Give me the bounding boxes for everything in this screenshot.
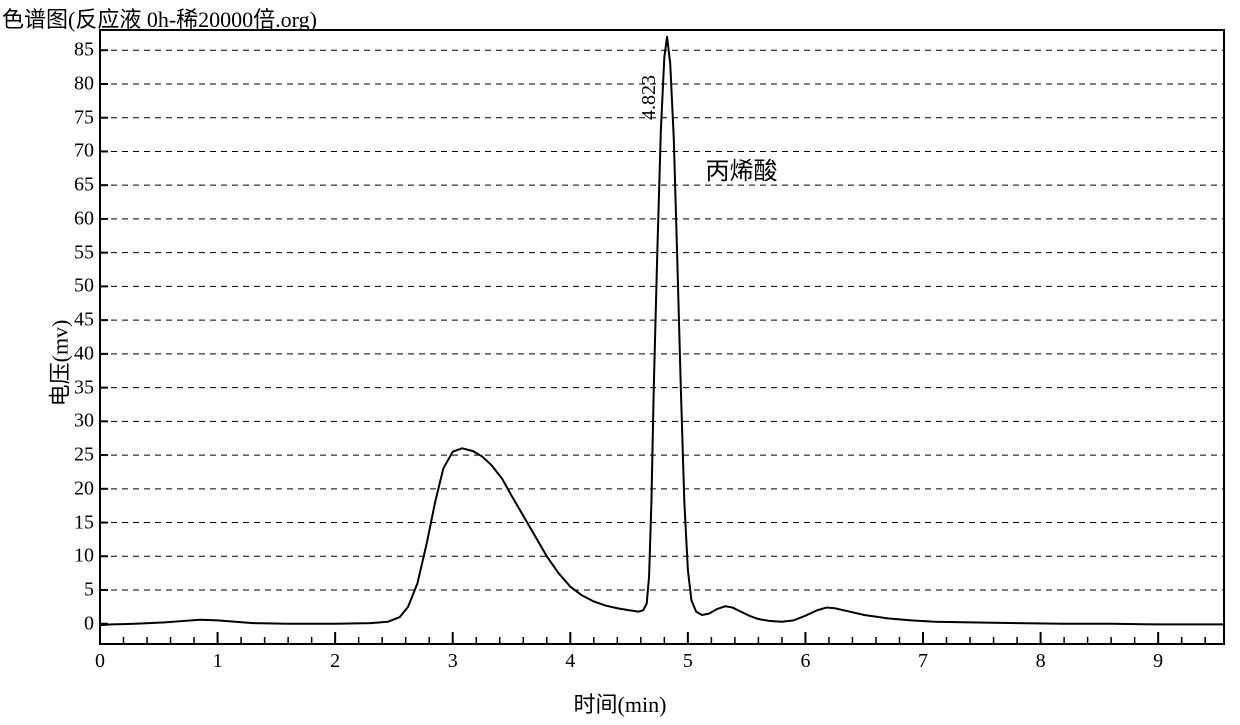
xtick-label: 8	[1036, 650, 1046, 673]
ytick-label: 75	[74, 106, 94, 129]
ytick-label: 5	[84, 579, 94, 602]
xtick-label: 2	[330, 650, 340, 673]
ytick-label: 40	[74, 342, 94, 365]
ytick-label: 50	[74, 275, 94, 298]
xtick-label: 9	[1153, 650, 1163, 673]
ytick-label: 80	[74, 72, 94, 95]
ytick-label: 20	[74, 477, 94, 500]
peak-annotation: 丙烯酸	[706, 151, 778, 186]
ytick-label: 15	[74, 511, 94, 534]
ytick-label: 85	[74, 39, 94, 62]
xtick-label: 3	[448, 650, 458, 673]
xtick-label: 4	[565, 650, 575, 673]
ytick-label: 65	[74, 174, 94, 197]
xtick-label: 7	[918, 650, 928, 673]
ytick-label: 70	[74, 140, 94, 163]
ytick-label: 10	[74, 545, 94, 568]
x-axis-label: 时间(min)	[574, 687, 667, 719]
ytick-label: 60	[74, 207, 94, 230]
ytick-label: 30	[74, 410, 94, 433]
ytick-label: 45	[74, 309, 94, 332]
y-axis-label: 电压(mv)	[42, 319, 74, 406]
ytick-label: 55	[74, 241, 94, 264]
peak-retention-label: 4.823	[638, 75, 661, 120]
xtick-label: 1	[213, 650, 223, 673]
plot-area	[100, 30, 1224, 644]
xtick-label: 6	[800, 650, 810, 673]
ytick-label: 35	[74, 376, 94, 399]
xtick-label: 0	[95, 650, 105, 673]
xtick-label: 5	[683, 650, 693, 673]
ytick-label: 25	[74, 444, 94, 467]
chart-container: 色谱图(反应液 0h-稀20000倍.org) 电压(mv) 时间(min) 0…	[0, 0, 1240, 725]
ytick-label: 0	[84, 612, 94, 635]
